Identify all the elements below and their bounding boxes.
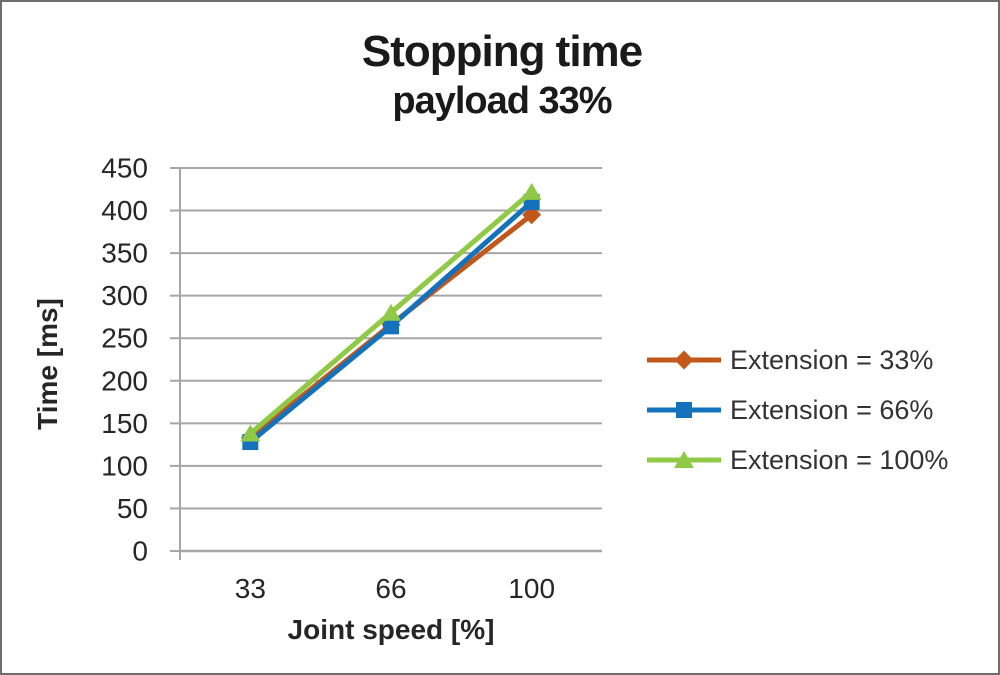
y-tick-label: 350 <box>101 238 148 269</box>
y-tick-label: 300 <box>101 280 148 311</box>
legend-label: Extension = 100% <box>730 444 949 475</box>
x-tick-label: 100 <box>508 573 555 604</box>
x-axis-title: Joint speed [%] <box>287 614 495 645</box>
legend-item: Extension = 33% <box>647 335 948 385</box>
y-tick-label: 200 <box>101 365 148 396</box>
x-tick-label: 66 <box>375 573 406 604</box>
series-marker-triangle <box>240 424 261 442</box>
legend-key-square-icon <box>647 402 721 418</box>
series-marker-triangle <box>521 182 542 200</box>
legend-item: Extension = 66% <box>647 385 948 435</box>
legend-marker-diamond <box>674 350 694 370</box>
series-marker-triangle <box>381 303 401 321</box>
chart-title: Stopping time <box>361 27 643 76</box>
legend-label: Extension = 33% <box>730 344 934 375</box>
chart-subtitle: payload 33% <box>392 80 612 122</box>
x-tick-label: 33 <box>235 573 266 604</box>
series-marker-square <box>383 318 399 335</box>
legend-item: Extension = 100% <box>647 435 948 485</box>
legend-marker-square <box>676 402 692 418</box>
legend-key-triangle-icon <box>647 451 721 468</box>
y-tick-label: 0 <box>132 536 148 567</box>
y-tick-label: 450 <box>101 153 148 184</box>
y-tick-label: 100 <box>101 450 148 481</box>
series-marker-diamond <box>522 205 542 225</box>
y-tick-label: 250 <box>101 323 148 354</box>
chart-title-block: Stopping time payload 33% <box>2 26 998 124</box>
legend-label: Extension = 66% <box>730 394 934 425</box>
y-tick-label: 400 <box>101 195 148 226</box>
legend: Extension = 33% Extension = 66% Extension … <box>647 335 948 485</box>
legend-marker-triangle <box>674 451 694 468</box>
y-axis-title: Time [ms] <box>32 298 63 430</box>
y-tick-label: 150 <box>101 408 148 439</box>
y-tick-label: 50 <box>117 493 148 524</box>
legend-key-diamond-icon <box>647 350 721 370</box>
